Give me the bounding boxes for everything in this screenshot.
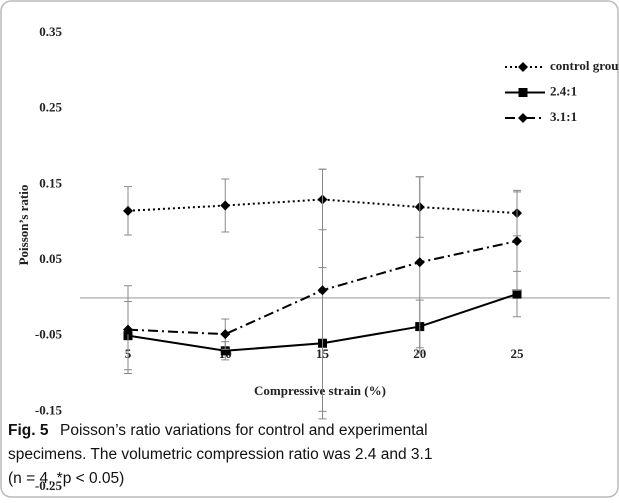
caption-line: Poisson’s ratio variations for control a… bbox=[60, 422, 428, 439]
legend-label: 2.4:1 bbox=[550, 83, 577, 98]
y-tick-label: 0.05 bbox=[39, 251, 62, 266]
x-tick-label: 25 bbox=[511, 346, 525, 361]
legend-label: control group bbox=[550, 58, 619, 73]
marker bbox=[512, 236, 522, 247]
marker bbox=[512, 289, 522, 299]
y-tick-label: -0.15 bbox=[35, 402, 63, 417]
marker bbox=[220, 346, 230, 356]
y-tick-label: 0.25 bbox=[39, 100, 62, 115]
marker bbox=[518, 62, 528, 72]
y-tick-label: 0.15 bbox=[39, 175, 62, 190]
marker bbox=[518, 88, 528, 97]
x-axis-label: Compressive strain (%) bbox=[254, 383, 386, 398]
caption-line: specimens. The volumetric compression ra… bbox=[8, 446, 432, 463]
y-tick-label: 0.35 bbox=[39, 24, 62, 39]
caption-label: Fig. 5 bbox=[8, 422, 49, 439]
marker bbox=[123, 205, 133, 216]
y-tick-label: -0.05 bbox=[35, 327, 63, 342]
marker bbox=[220, 329, 231, 340]
marker bbox=[518, 113, 528, 123]
caption-line: (n = 4, *p < 0.05) bbox=[8, 470, 124, 487]
legend-label: 3.1:1 bbox=[550, 109, 577, 124]
y-tick-label: -0.25 bbox=[35, 478, 63, 493]
y-axis-label: Poisson’s ratio bbox=[16, 185, 31, 266]
marker bbox=[414, 257, 425, 268]
marker bbox=[317, 285, 328, 296]
marker bbox=[220, 200, 231, 211]
marker bbox=[123, 324, 133, 335]
